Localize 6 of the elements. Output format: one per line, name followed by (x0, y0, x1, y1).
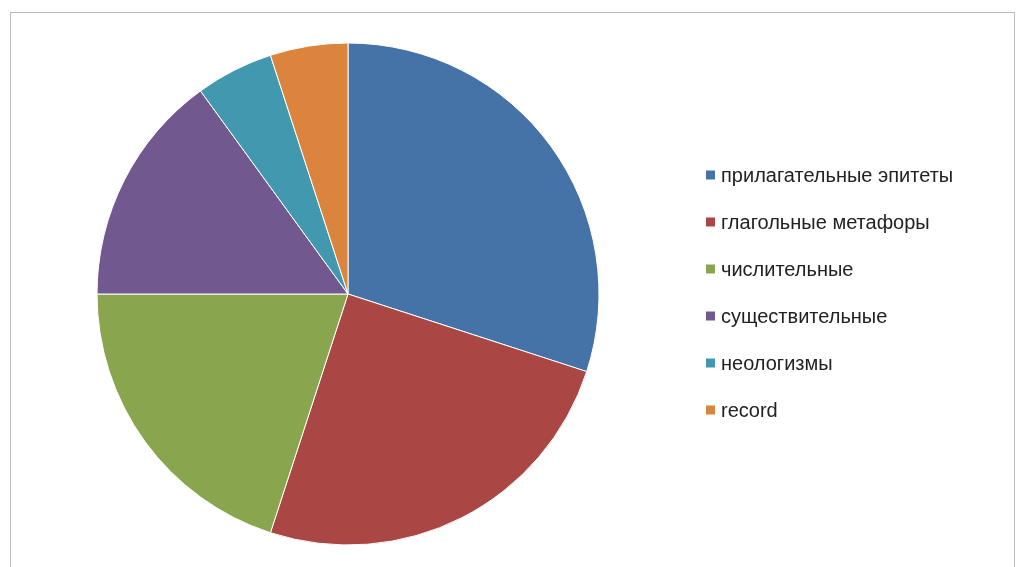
legend-label: существительные (721, 305, 888, 327)
legend-label: прилагательные эпитеты (721, 164, 954, 186)
legend-label: числительные (721, 258, 854, 280)
legend-label: неологизмы (721, 352, 833, 374)
legend-label: record (721, 399, 778, 421)
legend-label: глагольные метафоры (721, 211, 930, 233)
